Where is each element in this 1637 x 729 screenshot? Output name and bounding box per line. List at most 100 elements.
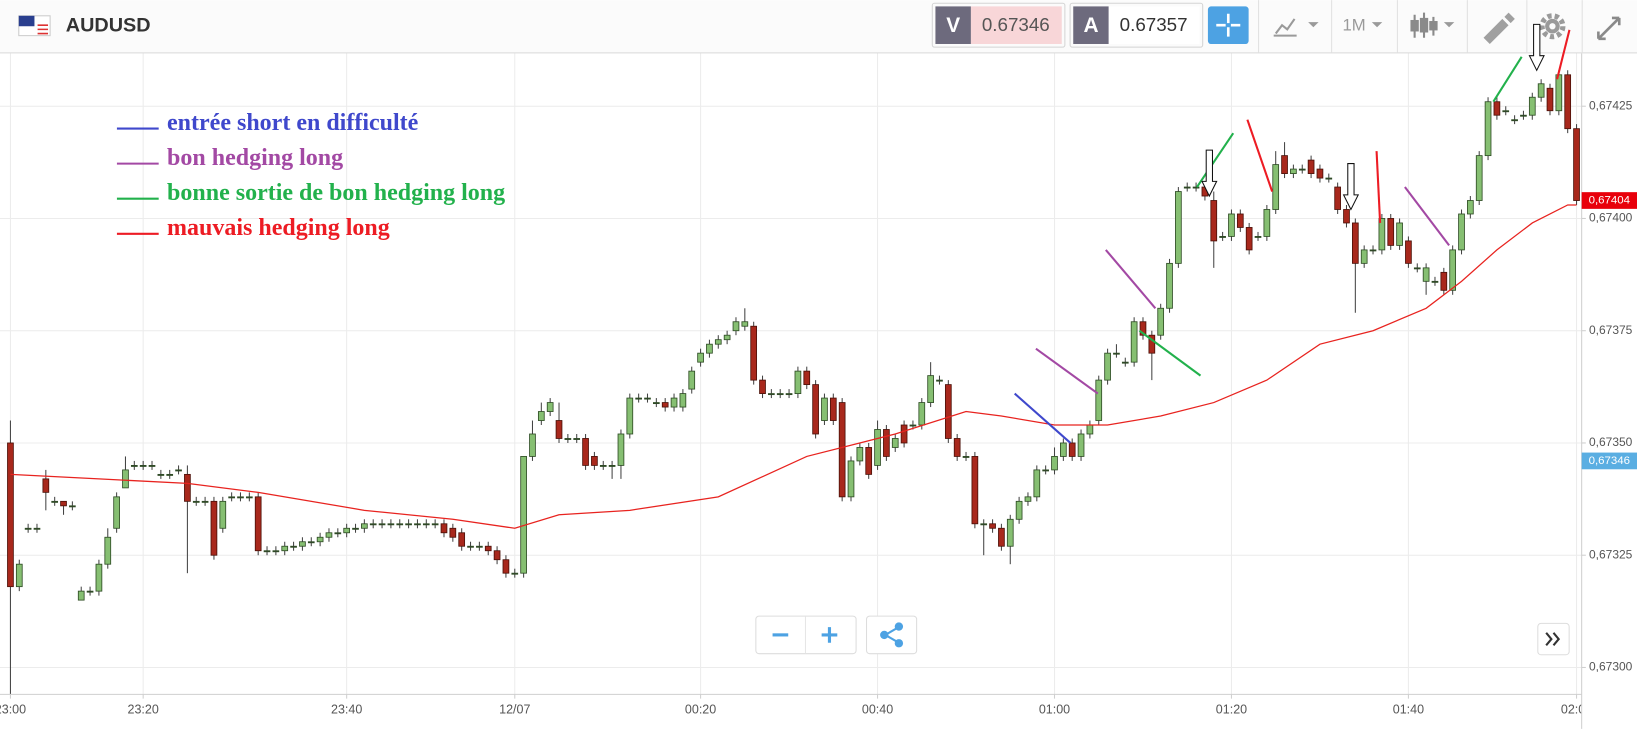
candle-body [1095, 379, 1103, 421]
trend-line [1246, 119, 1274, 192]
toolbar-background [0, 0, 1637, 53]
x-tick-label: 00:40 [862, 702, 893, 716]
chart-type-button[interactable] [1273, 18, 1319, 37]
bid-label: V [946, 14, 960, 37]
candle-body [1307, 159, 1315, 174]
x-tick-label: 01:20 [1216, 702, 1247, 716]
candle-body [971, 456, 979, 525]
candle-body [86, 590, 94, 593]
zoom-controls [755, 615, 1570, 656]
candle-body [1077, 433, 1085, 457]
bid-value-box[interactable] [970, 6, 1062, 44]
settings-button[interactable] [1539, 13, 1566, 40]
candle-body [644, 397, 651, 400]
share-node [894, 639, 904, 648]
ask-label-box [1073, 6, 1109, 44]
candle-body [847, 460, 855, 498]
candle-body [352, 527, 359, 530]
fullscreen-icon[interactable] [1597, 16, 1621, 41]
candle-body [405, 523, 412, 526]
candle-body [1537, 83, 1545, 98]
scroll-end-button[interactable] [1537, 622, 1570, 656]
candle-body [829, 397, 837, 421]
candle-body [299, 541, 306, 547]
candle-body [794, 370, 802, 394]
candle-body [281, 545, 289, 552]
candle-body [1378, 218, 1386, 251]
candle-body [387, 523, 395, 526]
trend-line [1013, 392, 1072, 444]
candle-body [564, 438, 572, 440]
candle-body [201, 500, 209, 503]
candle-body [1458, 213, 1465, 251]
draw-tool-icon[interactable] [1483, 12, 1515, 44]
candle-body [750, 325, 758, 381]
candle-body [1405, 240, 1412, 264]
trend-line [1105, 249, 1157, 309]
candle-body [51, 500, 59, 503]
candle-body [104, 536, 112, 565]
chart-type-icon [1273, 18, 1297, 37]
candle-body [254, 496, 262, 552]
y-tick-label: 0,67375 [1589, 323, 1633, 337]
y-tick-label: 0,67300 [1589, 660, 1633, 674]
gear-hole [1549, 23, 1556, 30]
x-axis-labels: 23:00 23:20 23:40 12/07 00:20 00:40 01:00 01:20… [0, 694, 1582, 716]
candle-body [573, 438, 581, 440]
share-box[interactable] [866, 615, 918, 655]
candle-body [157, 473, 165, 476]
candle-body [812, 384, 819, 435]
candle-body [776, 393, 784, 396]
candle-body [1272, 164, 1280, 210]
candle-body [1555, 74, 1563, 112]
bid-frame [931, 2, 1066, 48]
candle-body [582, 438, 589, 466]
candle-body [502, 559, 510, 574]
price-marker [1581, 192, 1637, 209]
timeframe-button[interactable]: 1M [1342, 16, 1383, 35]
candle-body [1564, 74, 1572, 130]
candle-body [1192, 186, 1200, 189]
trend-line [1375, 151, 1382, 224]
candle-type-button[interactable] [1410, 12, 1455, 38]
candle-body [493, 550, 501, 561]
candle-body [1325, 177, 1333, 180]
crosshair-button[interactable] [1207, 6, 1249, 44]
scroll-end-icon [1545, 632, 1561, 647]
candle-body [1130, 321, 1138, 363]
candle-body [431, 523, 439, 526]
annotations [1013, 23, 1571, 444]
x-tick-label: 12/07 [499, 702, 530, 716]
candle-body [599, 465, 607, 467]
candle-body [414, 523, 421, 526]
candle-body [1104, 352, 1111, 381]
crosshair-button-bg[interactable] [1207, 6, 1249, 44]
candle-body [520, 456, 527, 574]
candle-body [1316, 168, 1324, 179]
candle-body [245, 496, 253, 499]
candle-body [476, 545, 483, 548]
legend-label: entrée short en difficulté [167, 110, 419, 136]
candle-body [1219, 236, 1226, 238]
y-tick-label: 0,67350 [1589, 435, 1633, 449]
ask-value[interactable]: 0.67357 [1120, 14, 1188, 35]
bid-value[interactable]: 0.67346 [982, 14, 1050, 35]
candle-body [1573, 128, 1580, 201]
caret [1308, 22, 1319, 28]
candle-body [617, 433, 625, 466]
candle-body [307, 541, 315, 544]
candle-body [546, 402, 554, 412]
zoom-in-button[interactable] [821, 627, 838, 643]
candle-body [1254, 236, 1262, 238]
candle-body [1024, 496, 1032, 502]
candle-body [1060, 442, 1067, 457]
legend-label: bon hedging long [167, 145, 343, 171]
candle-body [1228, 213, 1235, 237]
candle-body [1263, 209, 1271, 237]
candle-body [679, 393, 687, 408]
ask-value-box[interactable] [1108, 6, 1200, 44]
candle-body [803, 370, 811, 386]
candle-body [1006, 518, 1014, 547]
candle-body [653, 402, 660, 405]
timeframe[interactable]: 1M [1342, 16, 1365, 35]
